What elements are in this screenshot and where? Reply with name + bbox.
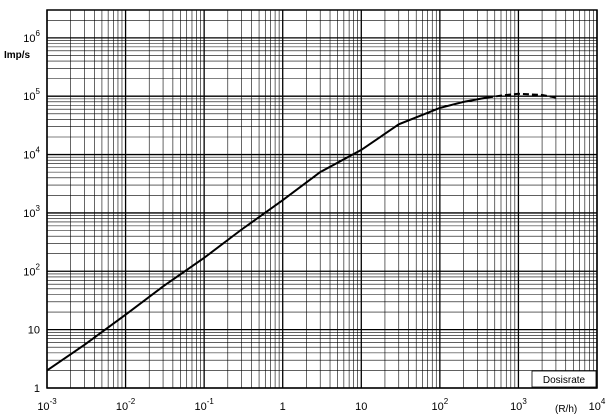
tick-base: 10 bbox=[23, 91, 35, 103]
tick-base: 10 bbox=[23, 266, 35, 278]
plot-frame bbox=[46, 9, 598, 389]
tick-exponent: -3 bbox=[50, 397, 58, 406]
tick-exponent: 3 bbox=[522, 397, 527, 406]
tick-exponent: 5 bbox=[36, 87, 41, 96]
tick-exponent: 2 bbox=[444, 397, 449, 406]
tick-label: 104 bbox=[23, 146, 40, 162]
tick-label: 10 bbox=[28, 325, 40, 337]
tick-label: 105 bbox=[23, 87, 40, 103]
tick-base: 10 bbox=[23, 208, 35, 220]
tick-exponent: 3 bbox=[36, 204, 41, 213]
tick-label: 10-1 bbox=[194, 397, 214, 413]
tick-label: 106 bbox=[23, 29, 40, 45]
x-label-box bbox=[531, 370, 597, 388]
tick-base: 10 bbox=[589, 401, 601, 413]
y-axis-label: Imp/s bbox=[4, 50, 31, 61]
tick-exponent: 4 bbox=[36, 146, 41, 155]
data-line bbox=[46, 96, 488, 372]
tick-base: 10 bbox=[116, 401, 128, 413]
tick-label: 103 bbox=[510, 397, 527, 413]
tick-base: 10 bbox=[194, 401, 206, 413]
tick-label: 103 bbox=[23, 204, 40, 220]
tick-exponent: -2 bbox=[128, 397, 136, 406]
tick-exponent: 4 bbox=[601, 397, 606, 406]
tick-base: 10 bbox=[23, 33, 35, 45]
tick-label: 10-2 bbox=[116, 397, 136, 413]
tick-base: 10 bbox=[510, 401, 522, 413]
tick-base: 10 bbox=[432, 401, 444, 413]
tick-label: 1 bbox=[34, 383, 40, 395]
tick-label: 10-3 bbox=[37, 397, 57, 413]
x-axis-label: Dosisrate bbox=[543, 375, 586, 386]
data-line bbox=[487, 92, 557, 99]
tick-exponent: 6 bbox=[36, 29, 41, 38]
tick-base: 10 bbox=[23, 150, 35, 162]
tick-label: 102 bbox=[432, 397, 449, 413]
x-unit-label: (R/h) bbox=[555, 404, 577, 415]
tick-label: 1 bbox=[280, 401, 286, 413]
tick-label: 104 bbox=[589, 397, 606, 413]
tick-label: 102 bbox=[23, 262, 40, 278]
tick-base: 10 bbox=[37, 401, 49, 413]
tick-label: 10 bbox=[355, 401, 367, 413]
tick-exponent: 2 bbox=[36, 262, 41, 271]
tick-exponent: -1 bbox=[207, 397, 215, 406]
